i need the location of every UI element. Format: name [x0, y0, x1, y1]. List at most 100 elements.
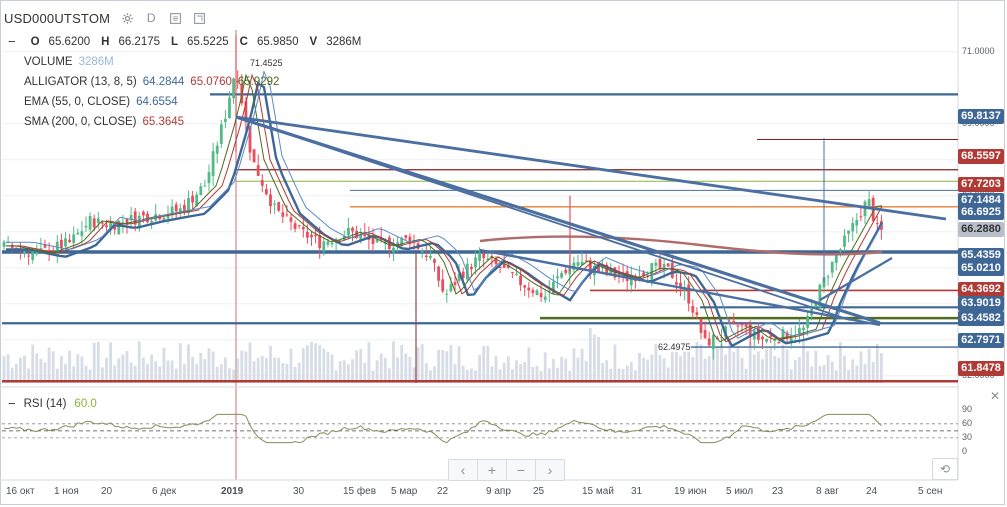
collapse-icon[interactable]: −	[8, 396, 16, 411]
candle-body	[802, 327, 805, 331]
volume-bar	[765, 348, 768, 383]
volume-bar	[424, 363, 428, 383]
volume-bar	[855, 365, 859, 383]
volume-bar	[273, 357, 276, 383]
volume-bar	[404, 353, 408, 383]
volume-bar	[461, 365, 465, 383]
candle-body	[166, 214, 170, 219]
volume-bar	[716, 347, 719, 383]
expand-icon[interactable]	[192, 11, 206, 25]
candle-body	[199, 186, 203, 195]
candle-body	[703, 330, 707, 339]
gear-icon[interactable]	[120, 11, 134, 25]
candle-body	[39, 248, 43, 250]
candle-body	[798, 327, 801, 334]
rsi-line	[3, 413, 882, 444]
candle-body	[839, 249, 842, 252]
candle-body	[658, 259, 662, 270]
interval-button[interactable]: D	[146, 11, 156, 25]
sma-row[interactable]: SMA (200, 0, CLOSE) 65.3645	[8, 112, 361, 132]
settings-box-icon[interactable]	[168, 11, 182, 25]
candle-body	[195, 194, 199, 207]
volume-bar	[580, 348, 584, 383]
volume-bar	[297, 362, 301, 383]
candle-body	[785, 332, 789, 339]
ema-row[interactable]: EMA (55, 0, CLOSE) 64.6554	[8, 92, 361, 112]
candle-body	[371, 237, 375, 245]
volume-bar	[720, 343, 723, 383]
symbol-label[interactable]: USD000UTSTOM	[4, 10, 111, 26]
alligator-row[interactable]: ALLIGATOR (13, 8, 5) 64.2844 65.0760 65.…	[8, 72, 361, 92]
candle-body	[457, 274, 461, 281]
candle-body	[867, 199, 871, 206]
volume-bar	[658, 355, 662, 383]
alligator-label: ALLIGATOR (13, 8, 5)	[24, 76, 137, 88]
volume-bar	[552, 358, 555, 383]
volume-bar	[502, 362, 506, 383]
candle-body	[347, 228, 350, 236]
candle-body	[224, 118, 227, 122]
volume-bar	[773, 355, 777, 383]
time-tick-label: 15 фев	[343, 486, 377, 497]
time-tick-label: 1 ноя	[54, 486, 79, 497]
candle-body	[470, 266, 473, 270]
volume-row[interactable]: VOLUME 3286M	[8, 52, 361, 72]
volume-bar	[572, 348, 576, 383]
volume-bar	[146, 364, 149, 383]
candle-body	[363, 232, 367, 237]
volume-bar	[547, 368, 551, 383]
rsi-label: RSI (14)	[23, 397, 67, 410]
candle-body	[326, 241, 330, 245]
volume-bar	[199, 352, 203, 383]
zoom-out-button[interactable]: −	[507, 460, 536, 480]
candle-body	[748, 324, 752, 338]
volume-bar	[260, 356, 264, 383]
volume-bar	[359, 348, 363, 383]
volume-bar	[851, 359, 855, 383]
close-icon[interactable]: ✕	[990, 389, 1001, 403]
volume-bar	[47, 347, 51, 383]
volume-bar	[72, 366, 76, 383]
reset-scale-button[interactable]: ⟲	[932, 458, 958, 480]
candle-body	[847, 230, 850, 234]
volume-bar	[207, 348, 211, 383]
volume-bar	[535, 366, 539, 383]
candle-body	[355, 230, 358, 239]
volume-bar	[802, 341, 805, 383]
volume-bar	[654, 343, 658, 383]
candle-body	[482, 253, 486, 259]
alligator-teeth-value: 65.0760	[190, 76, 232, 88]
scroll-left-button[interactable]: ‹	[449, 460, 478, 480]
volume-bar	[162, 347, 166, 383]
zoom-in-button[interactable]: +	[478, 460, 507, 480]
candle-body	[654, 262, 658, 266]
volume-bar	[117, 358, 121, 383]
candles	[2, 35, 883, 360]
volume-bar	[822, 364, 826, 383]
candle-body	[580, 261, 584, 265]
candle-body	[445, 293, 449, 295]
candle-body	[2, 241, 6, 247]
candle-body	[23, 251, 26, 254]
volume-bar	[666, 367, 670, 383]
candle-body	[781, 329, 785, 343]
candle-body	[236, 80, 240, 83]
candle-body	[105, 225, 108, 228]
rsi-legend[interactable]: − RSI (14) 60.0	[8, 396, 97, 411]
volume-bar	[584, 360, 588, 383]
collapse-icon[interactable]: −	[8, 34, 16, 49]
volume-bar	[724, 354, 727, 383]
volume-bar	[388, 368, 391, 383]
time-tick-label: 2019	[221, 486, 244, 497]
volume-bar	[301, 348, 305, 383]
scroll-right-button[interactable]: ›	[547, 462, 553, 478]
volume-bar	[371, 370, 375, 383]
candle-body	[232, 78, 235, 99]
volume-bar	[867, 348, 871, 383]
volume-bar	[27, 368, 30, 383]
volume-bar	[437, 349, 440, 383]
volume-bar	[638, 352, 641, 383]
